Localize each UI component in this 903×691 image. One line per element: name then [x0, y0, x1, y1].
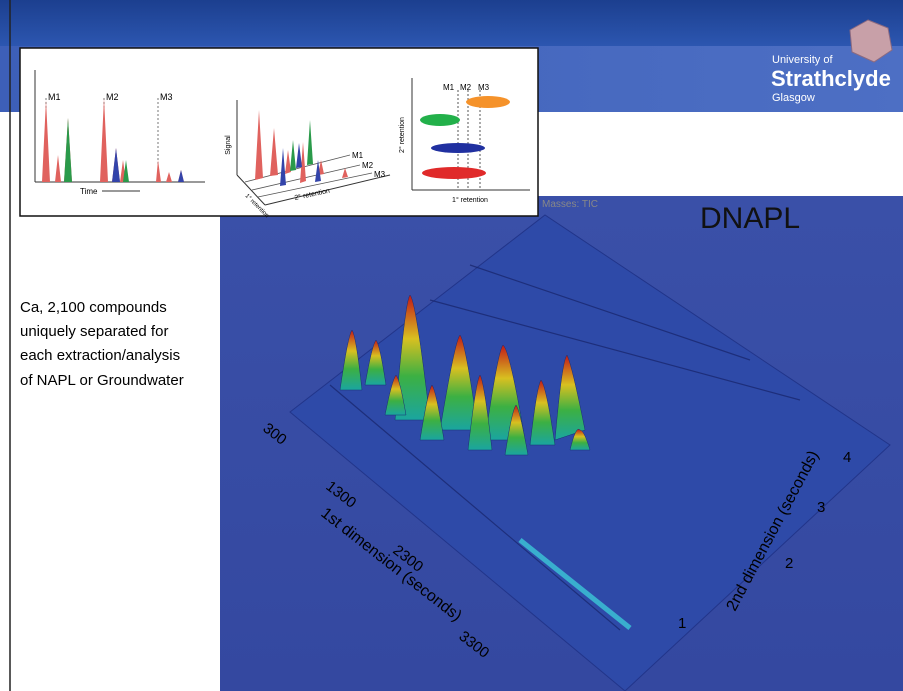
title: DNAPL [700, 202, 800, 235]
spot [420, 114, 460, 126]
peak-label: M2 [362, 161, 374, 170]
peak-label: M3 [478, 83, 490, 92]
peak [569, 428, 591, 451]
ridge [257, 172, 373, 198]
text-line: uniquely separated for [20, 323, 168, 340]
ridge [329, 384, 621, 631]
peak [339, 329, 363, 391]
axis-label: 1° retention [452, 196, 488, 204]
logo-text: University of [772, 54, 833, 66]
peak-label: M3 [160, 92, 173, 102]
text-line: of NAPL or Groundwater [20, 372, 184, 389]
inset-box [19, 47, 539, 217]
peaks [64, 118, 129, 182]
spot [422, 167, 486, 179]
peak [554, 354, 586, 441]
text-line: each extraction/analysis [20, 347, 180, 364]
peak [384, 374, 407, 416]
y-tick-label: 4 [843, 449, 851, 466]
ridge [251, 164, 361, 191]
peaks [112, 148, 184, 182]
peak-label: M2 [106, 92, 119, 102]
peak-label: M1 [48, 92, 61, 102]
peak-label: M3 [374, 170, 386, 179]
ridge [469, 264, 751, 361]
axis [264, 174, 391, 206]
streak [518, 538, 632, 630]
plane [289, 214, 891, 691]
axis-label: Time [80, 187, 98, 196]
peak [364, 339, 387, 386]
y-tick-label: 3 [817, 499, 825, 516]
spot [431, 143, 485, 153]
caption: Masses: TIC [542, 199, 598, 210]
peak-label: M2 [460, 83, 472, 92]
peak [439, 334, 479, 431]
panel3: M1 M2 M3 2° retention 1° retention [398, 78, 530, 204]
logo-text: Strathclyde [771, 66, 891, 91]
peak [467, 374, 493, 451]
left-column [0, 196, 220, 691]
logo-text: Glasgow [772, 92, 815, 104]
spot [466, 96, 510, 108]
text-line: Ca, 2,100 compounds [20, 299, 167, 316]
peak-label: M1 [443, 83, 455, 92]
peak-label: M1 [352, 151, 364, 160]
ridge [429, 299, 801, 401]
axis-label: 2° retention [398, 117, 406, 153]
inset: M1 M2 M3 Time M1 M2 M3 Signal 1° retenti… [19, 47, 539, 219]
peaks [255, 110, 348, 183]
logo-crest [849, 19, 893, 63]
peaks [42, 98, 184, 182]
axis-label: Signal [225, 135, 232, 155]
body-text: Ca, 2,100 compounds uniquely separated f… [20, 299, 184, 389]
y-tick-label: 2 [785, 555, 793, 572]
peaks [290, 120, 313, 171]
peaks [280, 143, 321, 186]
y-tick-label: 1 [678, 615, 686, 632]
peak [504, 404, 529, 456]
axis [236, 174, 266, 206]
panel1: M1 M2 M3 Time [34, 70, 205, 196]
top-bar [0, 0, 903, 46]
logo: University of Strathclyde Glasgow [771, 19, 893, 104]
peak [529, 379, 556, 446]
peak [394, 294, 431, 421]
peak [419, 384, 445, 441]
